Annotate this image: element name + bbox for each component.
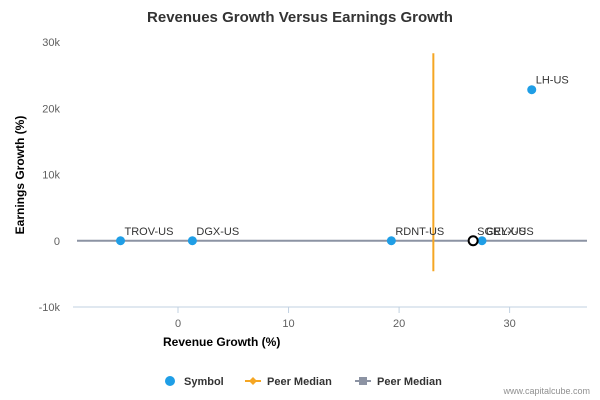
x-tick-label: 30 [503, 318, 515, 330]
y-axis-title: Earnings Growth (%) [13, 116, 27, 235]
highlighted-data-point [467, 235, 479, 247]
data-point [187, 236, 197, 246]
legend-label: Symbol [184, 376, 224, 388]
y-tick-label: 10k [42, 170, 60, 182]
data-points [116, 85, 537, 247]
legend-item[interactable]: Symbol [165, 376, 224, 388]
y-tick-label: 30k [42, 37, 60, 49]
legend-label: Peer Median [267, 376, 332, 388]
data-point-label: TROV-US [125, 226, 174, 238]
data-point-label: RDNT-US [395, 226, 444, 238]
x-tick-label: 10 [282, 318, 294, 330]
x-tick-label: 20 [393, 318, 405, 330]
legend-item[interactable]: Peer Median [245, 376, 332, 388]
x-tick-label: 0 [175, 318, 181, 330]
x-axis-title: Revenue Growth (%) [163, 335, 280, 349]
legend-symbol [165, 376, 175, 386]
legend-symbol [359, 377, 367, 385]
y-tick-label: -10k [39, 302, 61, 314]
data-point [116, 236, 126, 246]
y-axis-ticks: -10k 0 10k 20k 30k [39, 37, 61, 314]
y-tick-label: 20k [42, 103, 60, 115]
legend: Symbol Peer Median Peer Median [165, 376, 442, 388]
x-axis-ticks: 0 10 20 30 [175, 307, 516, 330]
data-point-label: DGX-US [196, 226, 239, 238]
credit-text: www.capitalcube.com [502, 386, 590, 396]
data-point-labels: TROV-US DGX-US RDNT-US CELX-US LH-US SGRY-US [125, 75, 569, 238]
data-point-label: CELX-US [486, 226, 534, 238]
legend-label: Peer Median [377, 376, 442, 388]
data-point [386, 236, 396, 246]
data-point-label: LH-US [536, 75, 569, 87]
legend-item[interactable]: Peer Median [355, 376, 442, 388]
data-point [527, 85, 537, 95]
highlighted-point-label: SGRY-US [477, 226, 526, 238]
data-point [477, 236, 487, 246]
y-tick-label: 0 [54, 236, 60, 248]
chart-title: Revenues Growth Versus Earnings Growth [147, 9, 453, 26]
legend-symbol [249, 377, 257, 385]
